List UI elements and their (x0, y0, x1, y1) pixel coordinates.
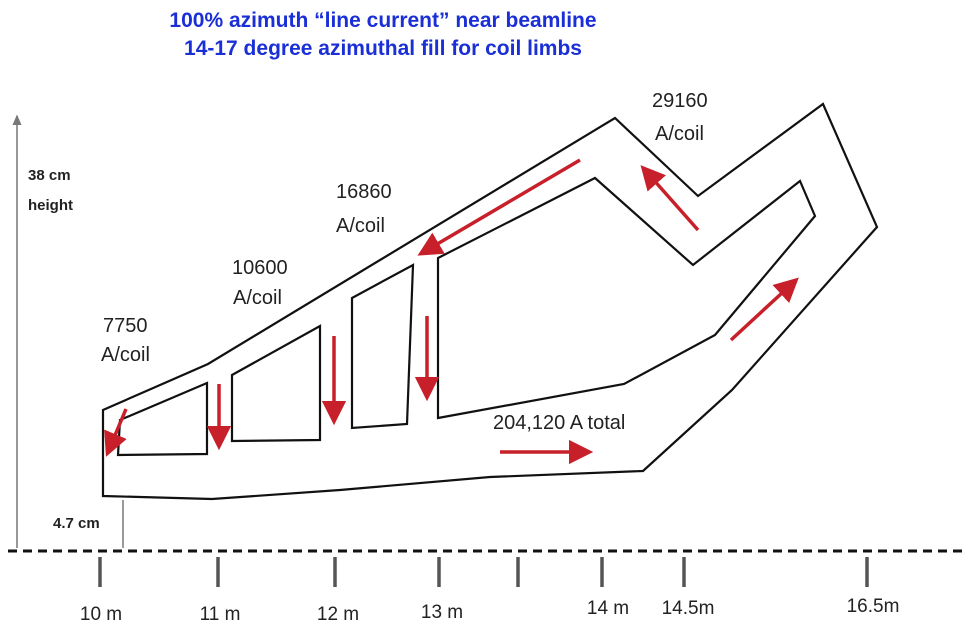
axis-tick-label-14m: 14 m (587, 598, 629, 619)
axis-tick-label-10m: 10 m (80, 604, 122, 625)
axis-ticks (98, 557, 869, 587)
height-label-word: height (28, 197, 73, 214)
coil-window-1 (116, 381, 209, 457)
coil-outer-outline (101, 102, 879, 501)
axis-tick-label-13m: 13 m (421, 602, 463, 623)
current-arrow-6 (640, 165, 700, 232)
title-line-2: 14-17 degree azimuthal fill for coil lim… (184, 37, 582, 60)
coil-window-2 (230, 324, 322, 443)
coil-window-3 (350, 263, 415, 430)
axis-tick-label-11m: 11 m (200, 604, 241, 625)
coil-1-unit: A/coil (101, 344, 150, 366)
axis-tick-label-14-5m: 14.5m (662, 598, 715, 619)
coil-window-4 (436, 176, 817, 420)
coil-4-unit: A/coil (655, 123, 704, 145)
current-arrow-8 (729, 277, 799, 342)
coil-3-unit: A/coil (336, 215, 385, 237)
offset-label: 4.7 cm (53, 515, 100, 532)
title-line-1: 100% azimuth “line current” near beamlin… (169, 9, 596, 32)
total-current-label: 204,120 A total (493, 412, 625, 434)
current-arrows (104, 158, 799, 465)
coil-2-amps: 10600 (232, 257, 288, 279)
coil-2-unit: A/coil (233, 287, 282, 309)
coil-1-amps: 7750 (103, 315, 148, 337)
current-arrow-5 (417, 158, 581, 256)
height-label-value: 38 cm (28, 167, 71, 184)
axis-tick-label-16-5m: 16.5m (847, 596, 900, 617)
coil-4-amps: 29160 (652, 90, 708, 112)
axis-tick-label-12m: 12 m (317, 604, 359, 625)
current-arrow-1 (104, 408, 128, 457)
coil-3-amps: 16860 (336, 181, 392, 203)
